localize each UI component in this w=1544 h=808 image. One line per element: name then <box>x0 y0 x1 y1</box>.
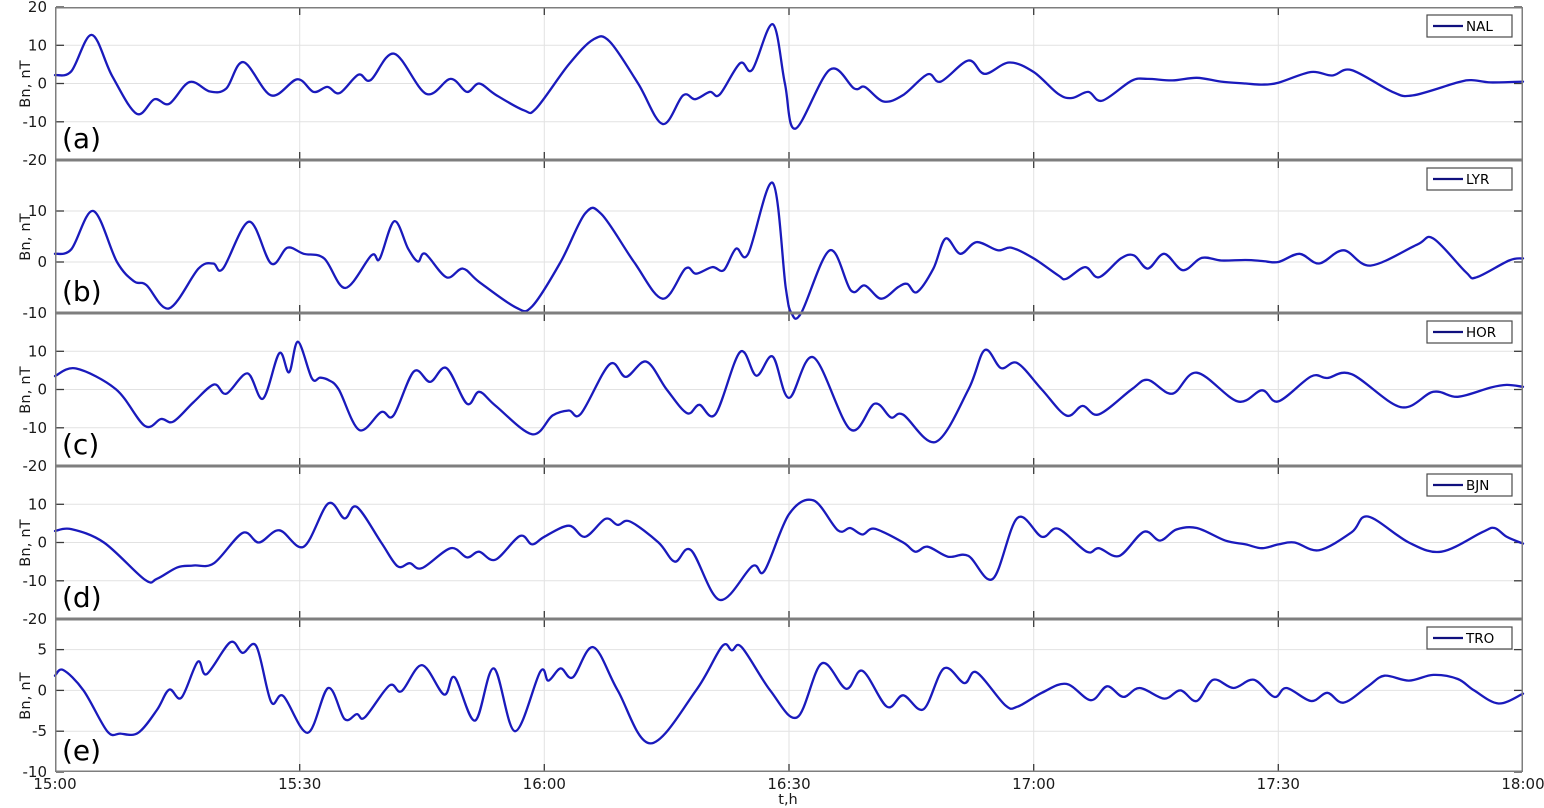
legend: LYR <box>1426 167 1513 191</box>
legend-label: LYR <box>1466 172 1489 188</box>
panel-b: Bn, nT 10 0 -10 LYR (b) <box>0 160 1544 322</box>
y-axis-label: Bn, nT <box>17 365 34 414</box>
x-tick-label: 17:00 <box>1012 775 1056 793</box>
panel-c-plot: 10 0 -10 -20 HOR (c) <box>23 313 1525 475</box>
panel-box <box>55 619 1523 772</box>
panel-box <box>55 7 1523 160</box>
panel-a: Bn, nT 20 10 0 -10 -20 NAL (a) <box>0 0 1544 169</box>
x-tick-label: 16:00 <box>522 775 566 793</box>
panel-letter-label: (c) <box>62 428 99 461</box>
legend-box <box>1426 14 1513 38</box>
data-trace <box>53 340 1525 444</box>
x-tick-label: 15:30 <box>278 775 322 793</box>
y-tick-label: -10 <box>23 113 48 131</box>
legend-box <box>1426 167 1513 191</box>
x-tick-label: 18:00 <box>1501 775 1544 793</box>
legend-label: NAL <box>1466 19 1493 35</box>
y-tick-label: -10 <box>23 763 48 781</box>
data-trace <box>53 640 1525 745</box>
y-tick-label: -10 <box>23 419 48 437</box>
legend: TRO <box>1426 626 1513 650</box>
data-trace <box>53 498 1525 602</box>
y-tick-label: 0 <box>37 681 47 699</box>
y-tick-label: -10 <box>23 304 48 322</box>
y-tick-label: 0 <box>37 253 47 271</box>
x-tick-label: 16:30 <box>767 775 811 793</box>
x-tick-label: 15:00 <box>33 775 77 793</box>
legend-label: TRO <box>1465 631 1494 647</box>
x-axis-title: t,h <box>778 792 798 808</box>
y-tick-label: -5 <box>32 722 47 740</box>
legend-box <box>1426 473 1513 497</box>
y-tick-label: 10 <box>28 495 47 513</box>
panel-d-plot: 10 0 -10 -20 BJN (d) <box>23 466 1525 628</box>
panel-letter-label: (d) <box>62 581 102 614</box>
panel-e-plot: 5 0 -5 -10 TRO (e) <box>23 619 1525 781</box>
y-tick-label: -10 <box>23 572 48 590</box>
panel-c: Bn, nT 10 0 -10 -20 HOR (c) <box>0 313 1544 475</box>
panel-letter-label: (b) <box>62 275 102 308</box>
panel-box <box>55 466 1523 619</box>
legend-label: HOR <box>1466 325 1496 341</box>
legend: BJN <box>1426 473 1513 497</box>
legend: NAL <box>1426 14 1513 38</box>
panel-e: Bn, nT 5 0 -5 -10 TRO (e) <box>0 619 1544 781</box>
y-tick-label: -20 <box>23 457 48 475</box>
y-tick-label: 0 <box>37 381 47 399</box>
panel-box <box>55 160 1523 313</box>
y-tick-label: 10 <box>28 202 47 220</box>
panel-a-plot: 20 10 0 -10 -20 NAL (a) <box>23 0 1525 169</box>
legend-box <box>1426 626 1513 650</box>
y-tick-label: 10 <box>28 36 47 54</box>
panel-letter-label: (e) <box>62 734 101 767</box>
y-tick-label: -20 <box>23 151 48 169</box>
legend-label: BJN <box>1466 478 1489 494</box>
y-tick-label: 0 <box>37 534 47 552</box>
x-tick-label: 17:30 <box>1256 775 1300 793</box>
data-trace <box>53 23 1525 130</box>
y-axis-label: Bn, nT <box>17 59 34 108</box>
legend-box <box>1426 320 1513 344</box>
y-axis-label: Bn, nT <box>17 671 34 720</box>
panel-box <box>55 313 1523 466</box>
panel-b-plot: 10 0 -10 LYR (b) <box>23 160 1525 322</box>
y-axis-label: Bn, nT <box>17 518 34 567</box>
y-tick-label: 20 <box>28 0 47 16</box>
x-axis: 15:00 15:30 16:00 16:30 17:00 17:30 18:0… <box>0 772 1544 808</box>
data-trace <box>53 181 1525 320</box>
y-tick-label: 10 <box>28 342 47 360</box>
y-tick-label: 5 <box>37 641 47 659</box>
y-tick-label: -20 <box>23 610 48 628</box>
y-tick-label: 0 <box>37 75 47 93</box>
panel-d: Bn, nT 10 0 -10 -20 BJN (d) <box>0 466 1544 628</box>
panel-stack: Bn, nT 20 10 0 -10 -20 NAL (a) Bn, nT 10 0 -10 LY… <box>0 0 1544 781</box>
legend: HOR <box>1426 320 1513 344</box>
panel-letter-label: (a) <box>62 122 101 155</box>
